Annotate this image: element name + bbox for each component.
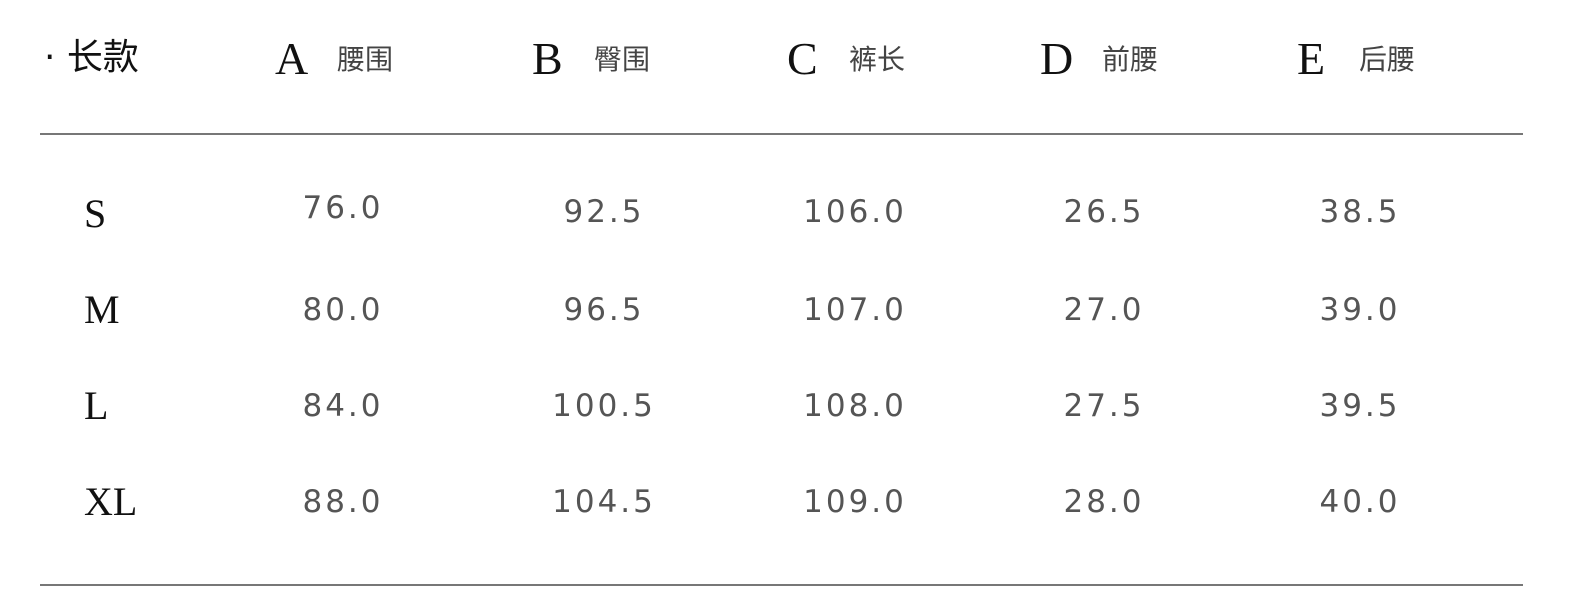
column-label: 臀围 xyxy=(594,43,651,76)
column-label: 裤长 xyxy=(849,43,906,76)
table-cell: 109.0 xyxy=(803,484,907,520)
table-cell: 100.5 xyxy=(552,388,656,424)
table-cell: 27.5 xyxy=(1063,388,1145,424)
size-label: M xyxy=(84,287,120,332)
table-cell: 107.0 xyxy=(803,292,907,328)
column-header-a: A 腰围 xyxy=(275,32,393,84)
column-letter: B xyxy=(532,32,563,84)
table-cell: 106.0 xyxy=(803,194,907,230)
bottom-divider xyxy=(40,584,1523,586)
column-header-d: D 前腰 xyxy=(1040,32,1158,84)
table-cell: 38.5 xyxy=(1319,194,1401,230)
column-letter: D xyxy=(1040,32,1074,84)
table-cell: 26.5 xyxy=(1063,194,1145,230)
size-label: L xyxy=(84,383,109,428)
table-cell: 92.5 xyxy=(563,194,645,230)
column-label: 前腰 xyxy=(1102,43,1159,76)
table-cell: 76.0 xyxy=(302,190,384,226)
table-cell: 39.0 xyxy=(1319,292,1401,328)
column-letter: C xyxy=(787,32,818,84)
column-header-c: C 裤长 xyxy=(787,32,905,84)
column-label: 腰围 xyxy=(337,43,394,76)
header-divider xyxy=(40,133,1523,135)
table-cell: 108.0 xyxy=(803,388,907,424)
table-title: · 长款 xyxy=(44,37,139,78)
size-label: S xyxy=(84,191,107,236)
column-header-e: E 后腰 xyxy=(1297,32,1415,84)
column-label: 后腰 xyxy=(1359,43,1416,76)
column-letter: A xyxy=(275,32,309,84)
table-cell: 80.0 xyxy=(302,292,384,328)
table-cell: 84.0 xyxy=(302,388,384,424)
table-cell: 40.0 xyxy=(1319,484,1401,520)
table-cell: 28.0 xyxy=(1063,484,1145,520)
table-cell: 27.0 xyxy=(1063,292,1145,328)
table-cell: 104.5 xyxy=(552,484,656,520)
size-label: XL xyxy=(84,479,138,524)
table-cell: 88.0 xyxy=(302,484,384,520)
table-cell: 39.5 xyxy=(1319,388,1401,424)
column-letter: E xyxy=(1297,32,1326,84)
table-cell: 96.5 xyxy=(563,292,645,328)
column-header-b: B 臀围 xyxy=(532,32,650,84)
